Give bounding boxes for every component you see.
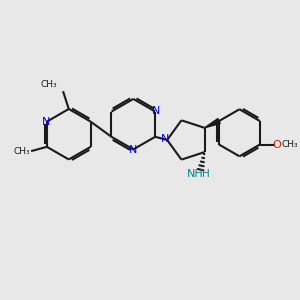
- Text: N: N: [42, 117, 50, 127]
- Text: N: N: [161, 134, 169, 144]
- Text: N: N: [129, 145, 137, 155]
- Text: CH₃: CH₃: [13, 147, 30, 156]
- Text: NH: NH: [187, 169, 203, 179]
- Text: O: O: [272, 140, 281, 149]
- Text: H: H: [202, 169, 210, 178]
- Text: N: N: [152, 106, 160, 116]
- Text: CH₃: CH₃: [40, 80, 57, 89]
- Text: CH₃: CH₃: [281, 140, 298, 149]
- Polygon shape: [205, 118, 220, 128]
